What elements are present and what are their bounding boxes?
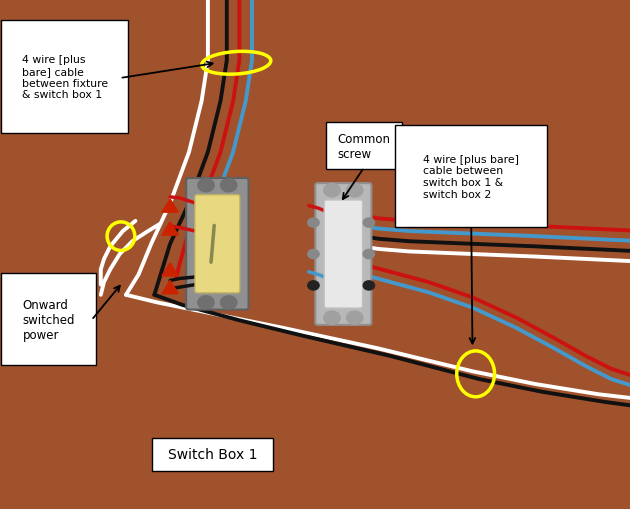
Circle shape: [364, 250, 375, 259]
Circle shape: [307, 218, 319, 228]
FancyBboxPatch shape: [316, 184, 372, 325]
Text: 4 wire [plus
bare] cable
between fixture
& switch box 1: 4 wire [plus bare] cable between fixture…: [21, 55, 108, 100]
Polygon shape: [162, 222, 178, 236]
FancyBboxPatch shape: [324, 201, 363, 308]
Polygon shape: [162, 281, 178, 294]
Circle shape: [364, 281, 375, 291]
FancyBboxPatch shape: [395, 126, 547, 228]
Circle shape: [364, 218, 375, 228]
Circle shape: [324, 184, 340, 197]
Polygon shape: [162, 263, 178, 276]
Text: Switch Box 1: Switch Box 1: [168, 447, 258, 462]
Text: 4 wire [plus bare]
cable between
switch box 1 &
switch box 2: 4 wire [plus bare] cable between switch …: [423, 155, 519, 199]
FancyBboxPatch shape: [186, 179, 248, 310]
Text: Common
screw: Common screw: [337, 132, 391, 160]
Circle shape: [346, 184, 363, 197]
Circle shape: [307, 281, 319, 291]
Polygon shape: [162, 200, 178, 213]
FancyBboxPatch shape: [1, 273, 96, 365]
FancyBboxPatch shape: [195, 195, 239, 293]
FancyBboxPatch shape: [1, 21, 128, 134]
Text: Onward
switched
power: Onward switched power: [23, 298, 75, 341]
Circle shape: [324, 312, 340, 325]
Circle shape: [346, 312, 363, 325]
Circle shape: [220, 179, 237, 192]
Circle shape: [198, 296, 214, 309]
Circle shape: [220, 296, 237, 309]
FancyBboxPatch shape: [326, 123, 402, 169]
Circle shape: [198, 179, 214, 192]
FancyBboxPatch shape: [152, 438, 273, 471]
Circle shape: [307, 250, 319, 259]
